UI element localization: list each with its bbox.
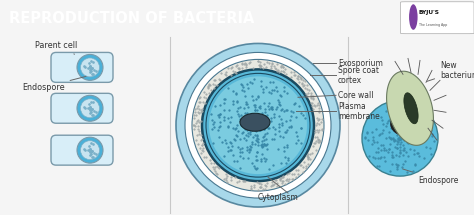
Circle shape [185, 52, 331, 198]
Text: Endospore: Endospore [22, 76, 87, 92]
Text: Core wall: Core wall [338, 91, 374, 100]
Ellipse shape [240, 113, 270, 131]
Circle shape [176, 43, 340, 207]
Circle shape [81, 99, 100, 118]
Text: Endospore: Endospore [402, 169, 458, 185]
FancyBboxPatch shape [51, 135, 113, 165]
Circle shape [77, 137, 103, 163]
Circle shape [81, 58, 100, 77]
Text: REPRODUCTION OF BACTERIA: REPRODUCTION OF BACTERIA [9, 11, 255, 26]
FancyBboxPatch shape [401, 2, 474, 34]
Ellipse shape [409, 4, 418, 30]
Circle shape [362, 100, 438, 176]
Circle shape [77, 54, 103, 80]
Text: Plasma
membrane: Plasma membrane [338, 101, 380, 121]
FancyBboxPatch shape [51, 52, 113, 82]
Circle shape [77, 95, 103, 121]
Text: The Learning App: The Learning App [419, 23, 447, 27]
Text: Parent cell: Parent cell [35, 41, 77, 54]
Polygon shape [404, 93, 418, 124]
Circle shape [202, 69, 314, 181]
Ellipse shape [390, 108, 426, 136]
Text: Exosporium: Exosporium [338, 59, 383, 68]
FancyBboxPatch shape [51, 93, 113, 123]
Text: BYJU'S: BYJU'S [419, 10, 439, 15]
Circle shape [209, 76, 307, 174]
Text: Spore coat
cortex: Spore coat cortex [338, 66, 379, 85]
Polygon shape [387, 71, 433, 145]
Text: New
bacterium: New bacterium [427, 61, 474, 81]
Text: Cytoplasm: Cytoplasm [258, 193, 298, 201]
Circle shape [81, 141, 100, 160]
Circle shape [192, 59, 324, 191]
Circle shape [206, 73, 310, 177]
